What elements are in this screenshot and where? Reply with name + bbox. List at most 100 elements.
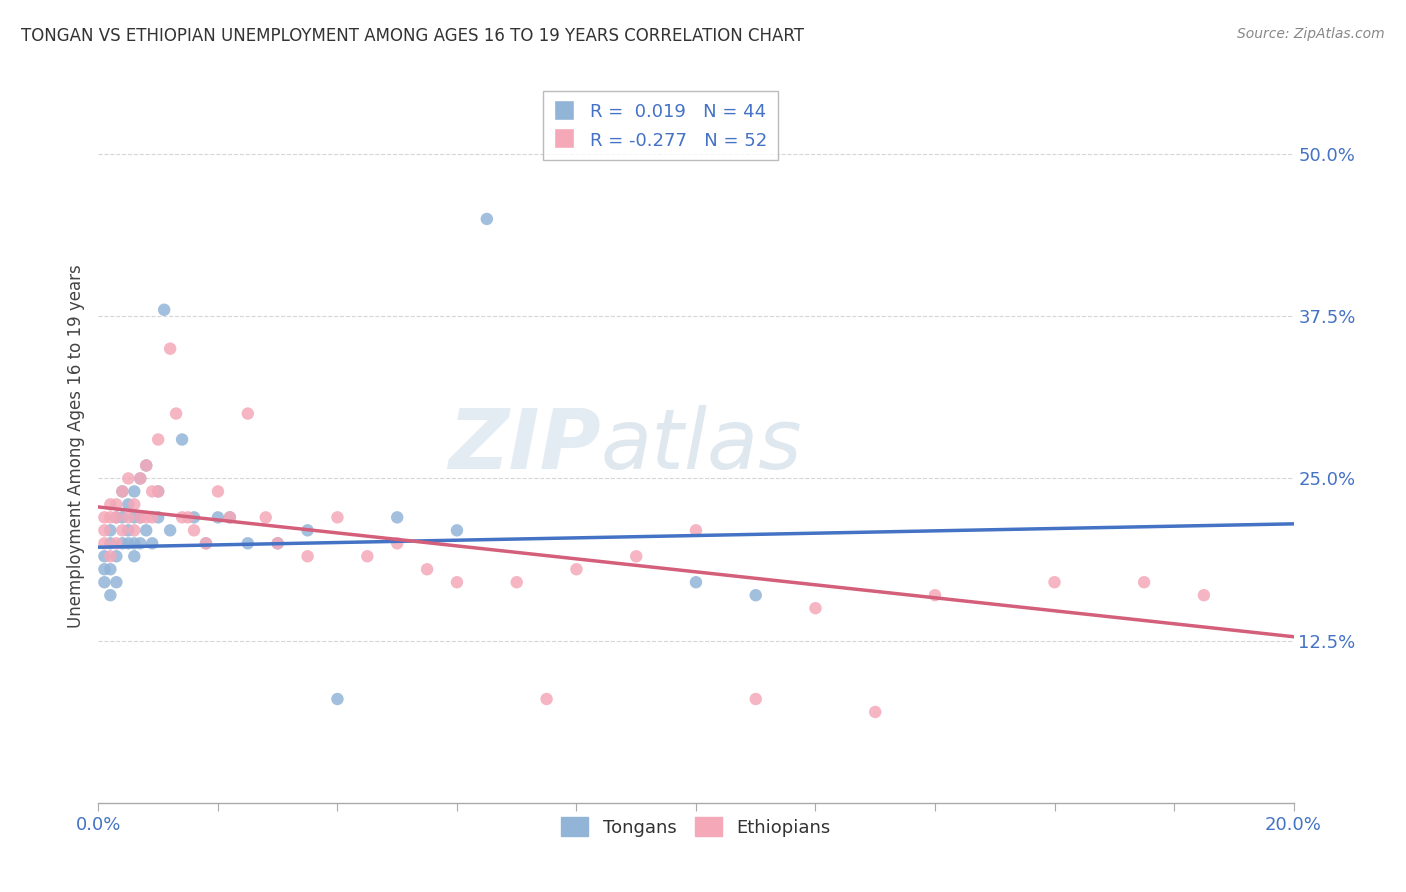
Text: TONGAN VS ETHIOPIAN UNEMPLOYMENT AMONG AGES 16 TO 19 YEARS CORRELATION CHART: TONGAN VS ETHIOPIAN UNEMPLOYMENT AMONG A…	[21, 27, 804, 45]
Point	[804, 601, 827, 615]
Point	[117, 497, 139, 511]
Point	[356, 549, 378, 564]
Point	[135, 510, 157, 524]
Point	[105, 536, 128, 550]
Point	[446, 575, 468, 590]
Point	[267, 536, 290, 550]
Point	[267, 536, 290, 550]
Point	[236, 407, 259, 421]
Point	[183, 510, 205, 524]
Point	[326, 692, 349, 706]
Point	[141, 536, 163, 550]
Point	[685, 524, 707, 538]
Point	[172, 433, 194, 447]
Point	[148, 484, 170, 499]
Point	[1043, 575, 1066, 590]
Point	[98, 562, 122, 576]
Point	[745, 692, 768, 706]
Point	[129, 471, 152, 485]
Point	[159, 524, 181, 538]
Point	[1133, 575, 1156, 590]
Point	[105, 510, 128, 524]
Point	[98, 549, 122, 564]
Point	[117, 471, 139, 485]
Point	[1192, 588, 1215, 602]
Point	[135, 458, 157, 473]
Y-axis label: Unemployment Among Ages 16 to 19 years: Unemployment Among Ages 16 to 19 years	[66, 264, 84, 628]
Point	[141, 484, 163, 499]
Legend: Tongans, Ethiopians: Tongans, Ethiopians	[554, 810, 838, 844]
Point	[195, 536, 218, 550]
Point	[924, 588, 946, 602]
Point	[148, 484, 170, 499]
Point	[129, 536, 152, 550]
Point	[385, 510, 409, 524]
Point	[111, 510, 134, 524]
Point	[148, 510, 170, 524]
Point	[98, 524, 122, 538]
Point	[254, 510, 277, 524]
Point	[165, 407, 187, 421]
Point	[93, 510, 115, 524]
Text: Source: ZipAtlas.com: Source: ZipAtlas.com	[1237, 27, 1385, 41]
Point	[105, 575, 128, 590]
Point	[207, 484, 229, 499]
Point	[105, 497, 128, 511]
Point	[297, 549, 319, 564]
Point	[93, 549, 115, 564]
Point	[177, 510, 200, 524]
Point	[207, 510, 229, 524]
Text: ZIP: ZIP	[447, 406, 600, 486]
Point	[141, 510, 163, 524]
Point	[446, 524, 468, 538]
Point	[475, 211, 498, 226]
Point	[111, 524, 134, 538]
Point	[565, 562, 588, 576]
Point	[124, 524, 146, 538]
Point	[93, 575, 115, 590]
Point	[93, 536, 115, 550]
Point	[153, 302, 176, 317]
Point	[105, 510, 128, 524]
Point	[135, 524, 157, 538]
Point	[117, 524, 139, 538]
Point	[236, 536, 259, 550]
Point	[297, 524, 319, 538]
Point	[105, 549, 128, 564]
Point	[111, 484, 134, 499]
Point	[111, 536, 134, 550]
Point	[98, 510, 122, 524]
Point	[195, 536, 218, 550]
Point	[124, 510, 146, 524]
Text: atlas: atlas	[600, 406, 801, 486]
Point	[98, 588, 122, 602]
Point	[111, 484, 134, 499]
Point	[416, 562, 439, 576]
Point	[129, 510, 152, 524]
Point	[129, 471, 152, 485]
Point	[745, 588, 768, 602]
Point	[183, 524, 205, 538]
Point	[685, 575, 707, 590]
Point	[219, 510, 242, 524]
Point	[117, 536, 139, 550]
Point	[148, 433, 170, 447]
Point	[117, 510, 139, 524]
Point	[124, 549, 146, 564]
Point	[172, 510, 194, 524]
Point	[135, 458, 157, 473]
Point	[385, 536, 409, 550]
Point	[98, 497, 122, 511]
Point	[124, 484, 146, 499]
Point	[93, 524, 115, 538]
Point	[124, 536, 146, 550]
Point	[129, 510, 152, 524]
Point	[219, 510, 242, 524]
Point	[124, 497, 146, 511]
Point	[159, 342, 181, 356]
Point	[536, 692, 558, 706]
Point	[98, 536, 122, 550]
Point	[93, 562, 115, 576]
Point	[865, 705, 887, 719]
Point	[326, 510, 349, 524]
